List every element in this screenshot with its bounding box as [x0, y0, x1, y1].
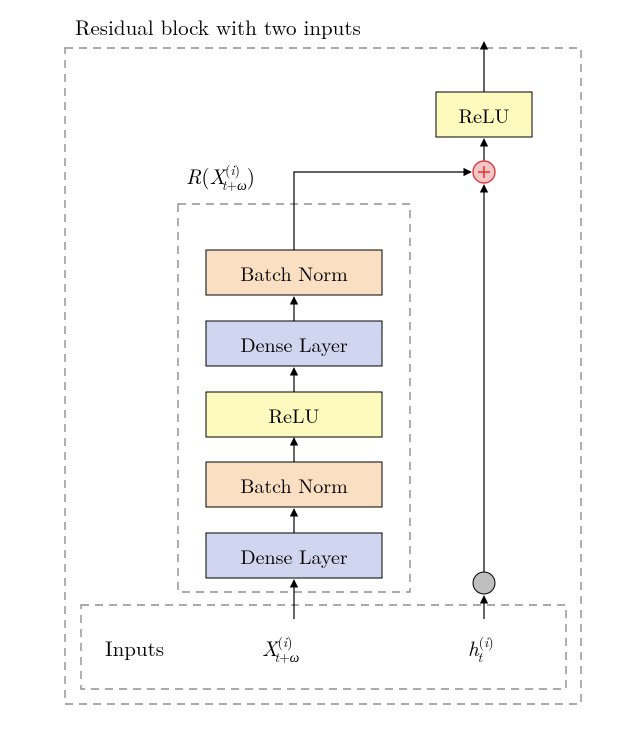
relu-1-label: ReLU — [268, 400, 319, 429]
inputs-label: Inputs — [105, 633, 164, 663]
relu-output-label: ReLU — [458, 100, 509, 129]
dense-layer-2-label: Dense Layer — [240, 329, 348, 358]
h-junction-node — [473, 572, 495, 594]
batch-norm-1-label: Batch Norm — [240, 470, 348, 499]
batch-norm-2-label: Batch Norm — [240, 258, 348, 287]
dense-layer-1-label: Dense Layer — [240, 541, 348, 570]
diagram-title: Residual block with two inputs — [75, 12, 361, 42]
